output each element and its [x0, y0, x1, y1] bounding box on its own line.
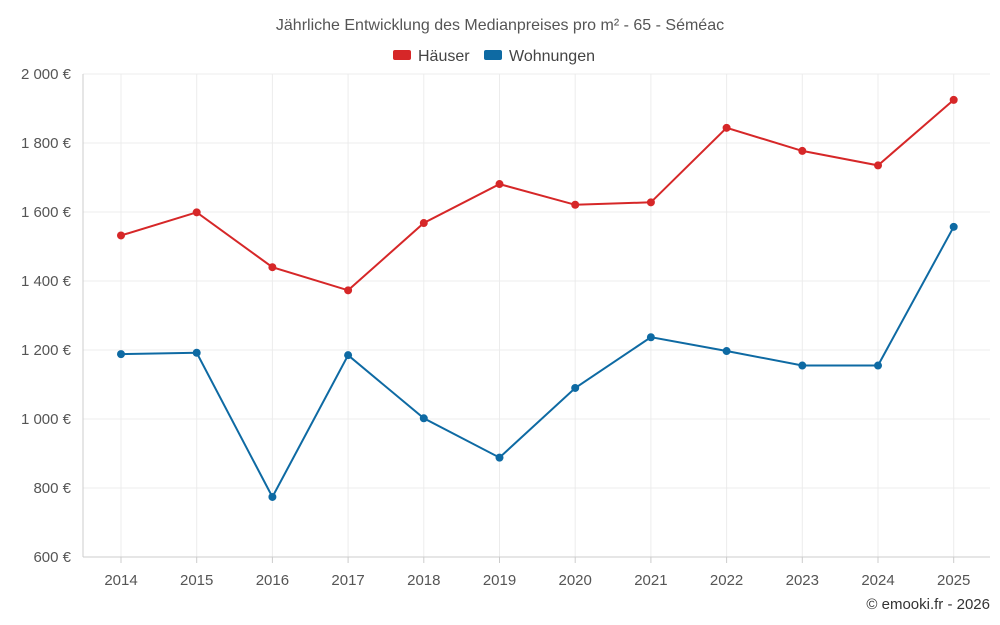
data-point-wohnungen[interactable] — [798, 361, 807, 370]
data-point-h-user[interactable] — [874, 161, 882, 170]
legend-swatch-wohnungen — [484, 50, 502, 60]
data-point-h-user[interactable] — [949, 95, 958, 104]
legend-swatch-h-user — [393, 50, 411, 60]
data-point-wohnungen[interactable] — [949, 222, 958, 231]
x-tick-label: 2025 — [937, 572, 970, 589]
data-point-wohnungen[interactable] — [874, 361, 882, 370]
data-point-wohnungen[interactable] — [192, 348, 201, 357]
axes: 600 € 800 € 1 000 € 1 200 € 1 400 € 1 600 € 1 … — [21, 66, 990, 589]
y-tick-label: 600 € — [33, 549, 71, 566]
data-point-h-user[interactable] — [268, 263, 277, 272]
data-point-h-user[interactable] — [571, 200, 580, 209]
x-tick-label: 2016 — [256, 572, 289, 589]
chart-title: Jährliche Entwicklung des Medianpreises … — [276, 17, 724, 34]
x-tick-label: 2017 — [331, 572, 364, 589]
data-point-wohnungen[interactable] — [495, 453, 504, 462]
x-tick-label: 2014 — [104, 572, 137, 589]
y-tick-label: 2 000 € — [21, 66, 72, 83]
y-tick-label: 800 € — [33, 480, 71, 497]
series-line-h-user — [120, 99, 955, 292]
series-line-wohnungen — [120, 226, 955, 500]
data-point-h-user[interactable] — [495, 180, 504, 189]
x-tick-label: 2023 — [786, 572, 819, 589]
data-point-h-user[interactable] — [344, 286, 353, 295]
data-point-wohnungen[interactable] — [268, 492, 277, 501]
y-tick-label: 1 800 € — [21, 135, 72, 152]
data-point-wohnungen[interactable] — [722, 347, 731, 356]
data-point-h-user[interactable] — [798, 146, 807, 155]
data-point-h-user[interactable] — [722, 123, 731, 132]
x-tick-label: 2019 — [483, 572, 516, 589]
x-tick-label: 2021 — [634, 572, 667, 589]
legend: Häuser Wohnungen — [393, 48, 595, 65]
credit-text: © emooki.fr - 2026 — [866, 596, 990, 613]
data-point-wohnungen[interactable] — [117, 350, 125, 359]
legend-label-h-user[interactable]: Häuser — [418, 48, 470, 65]
series-group — [117, 95, 958, 501]
data-point-h-user[interactable] — [192, 208, 201, 217]
data-point-wohnungen[interactable] — [571, 383, 580, 392]
y-tick-label: 1 600 € — [21, 204, 72, 221]
y-tick-label: 1 400 € — [21, 273, 72, 290]
x-tick-label: 2015 — [180, 572, 213, 589]
data-point-wohnungen[interactable] — [419, 414, 428, 423]
x-tick-label: 2018 — [407, 572, 440, 589]
data-point-h-user[interactable] — [419, 219, 428, 228]
data-point-wohnungen[interactable] — [344, 351, 353, 360]
legend-label-wohnungen[interactable]: Wohnungen — [509, 48, 595, 65]
grid — [83, 73, 990, 557]
data-point-h-user[interactable] — [646, 198, 655, 207]
x-tick-label: 2022 — [710, 572, 743, 589]
x-tick-label: 2024 — [861, 572, 894, 589]
data-point-wohnungen[interactable] — [646, 333, 655, 342]
x-tick-label: 2020 — [559, 572, 592, 589]
data-point-h-user[interactable] — [117, 231, 125, 240]
y-tick-label: 1 200 € — [21, 342, 72, 359]
y-tick-label: 1 000 € — [21, 411, 72, 428]
